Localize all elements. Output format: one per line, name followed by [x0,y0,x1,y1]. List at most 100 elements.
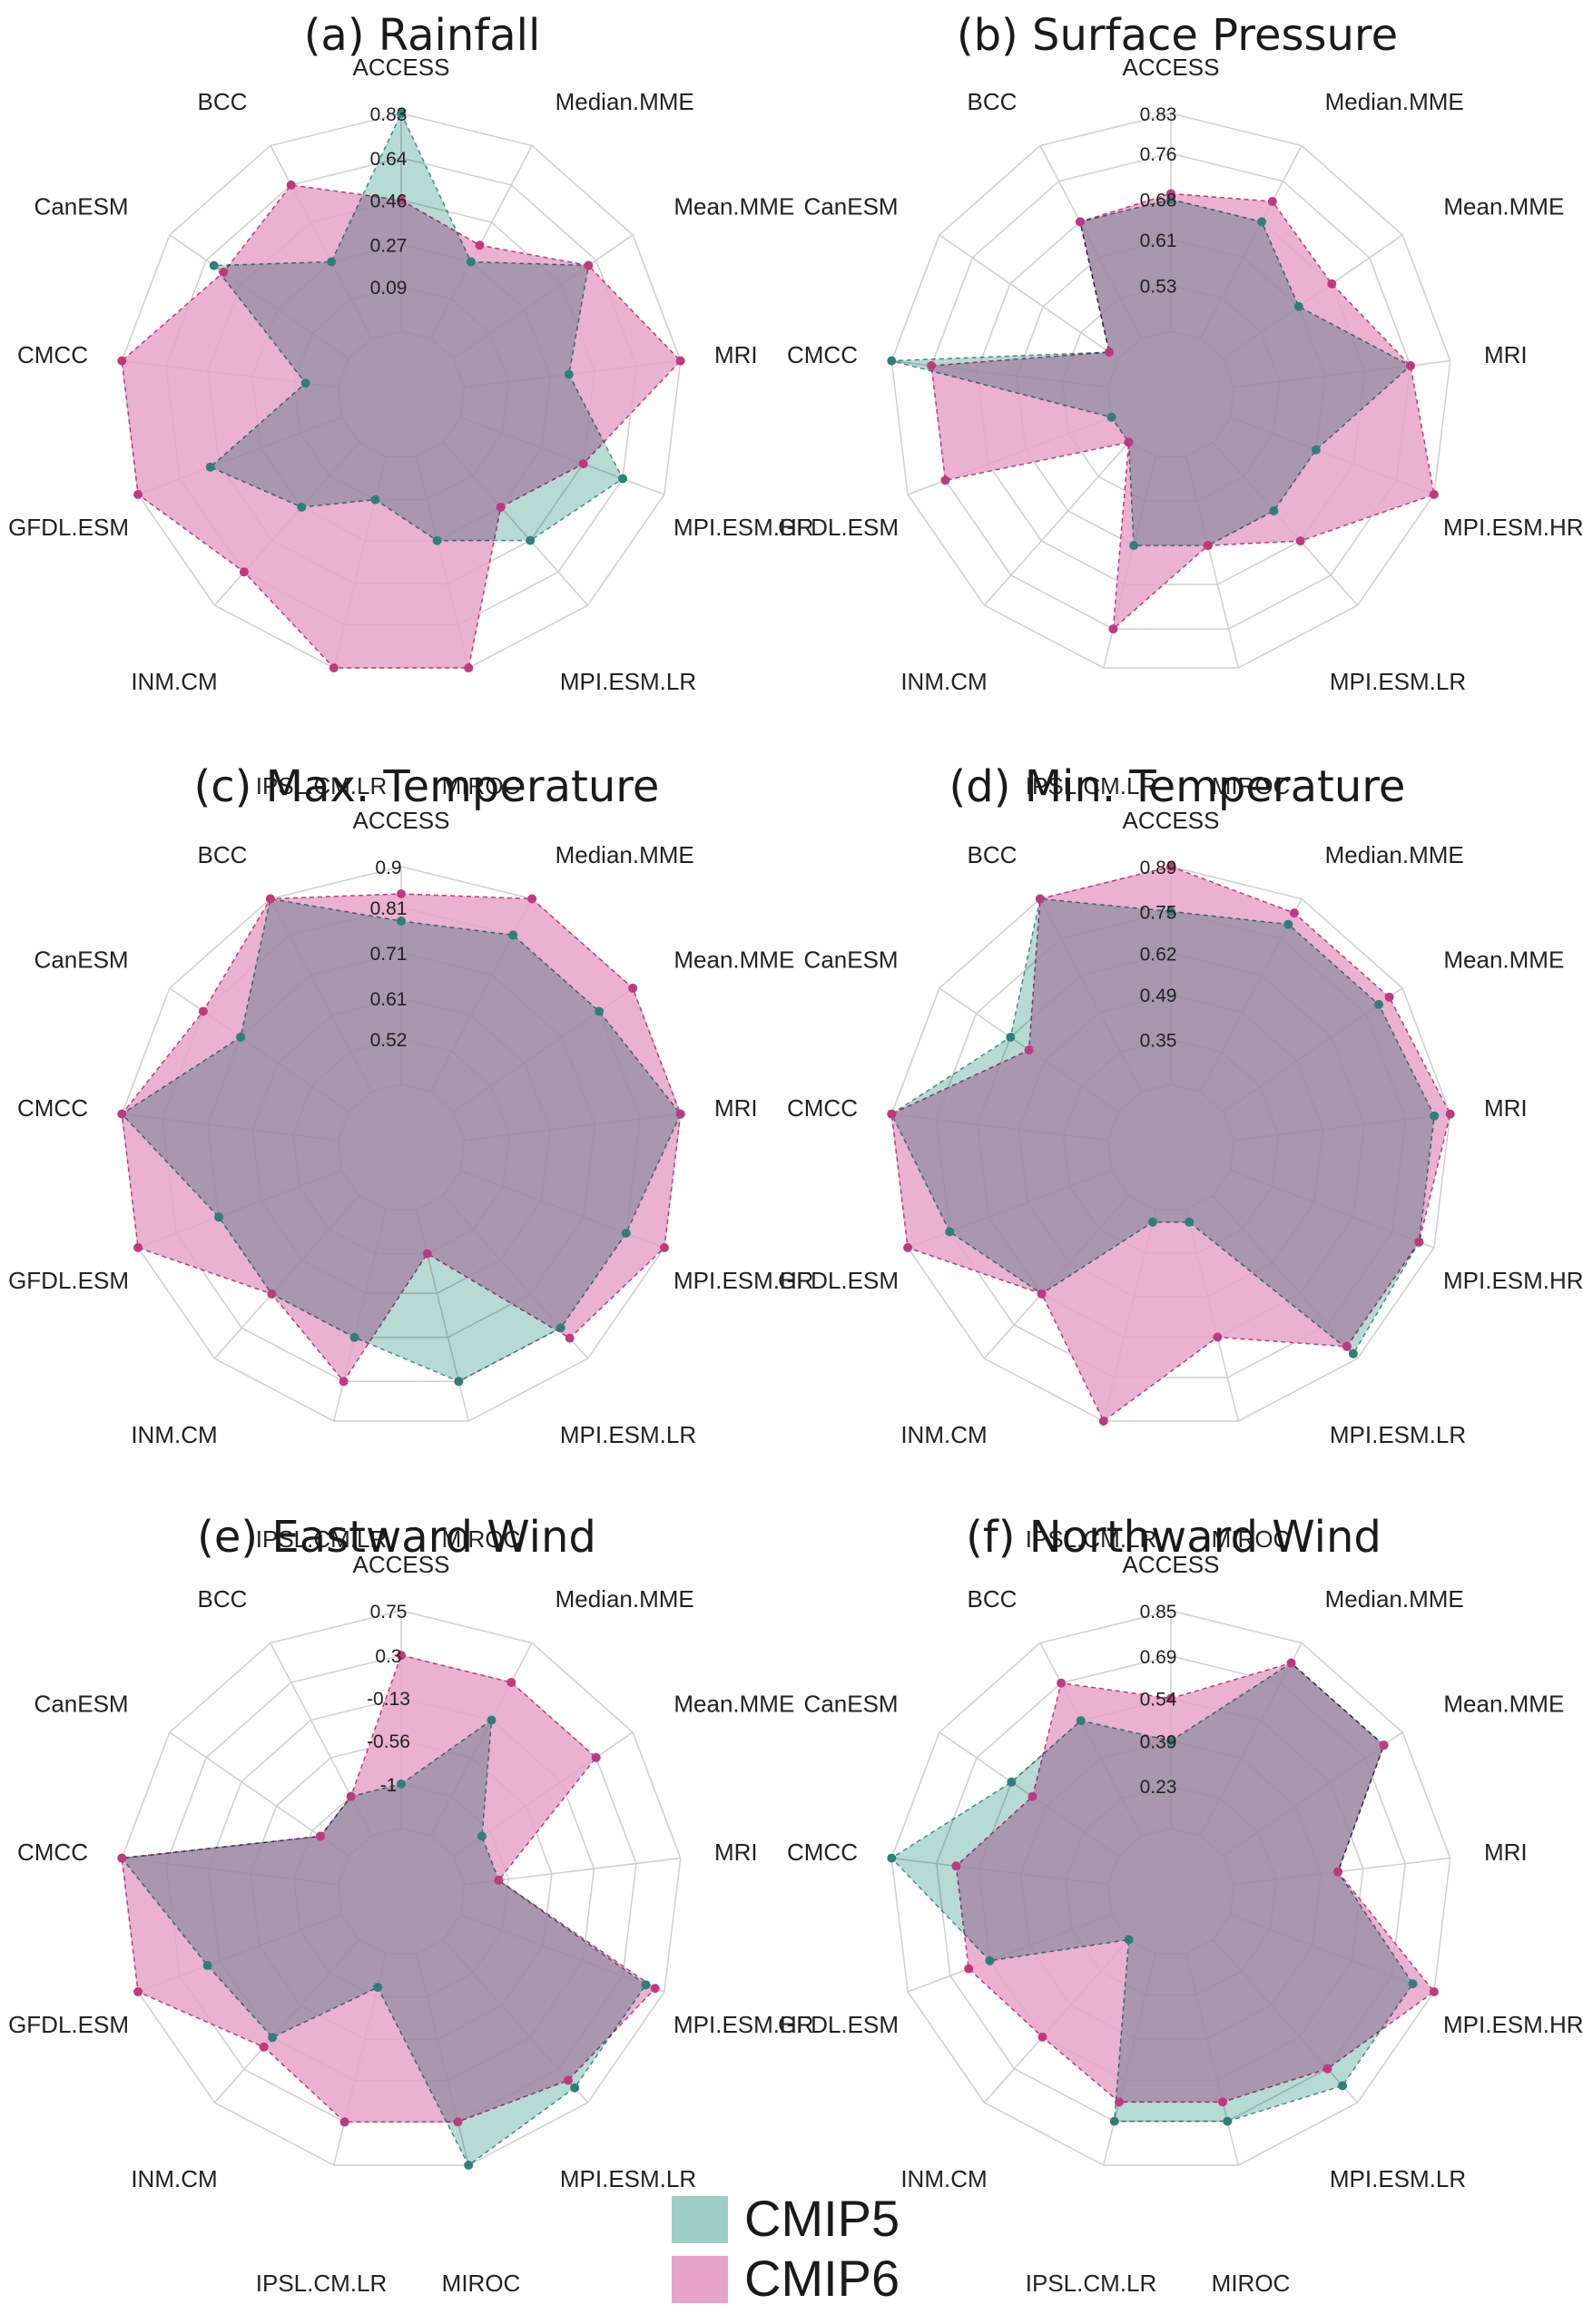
series-area-cmip5 [120,1718,647,2167]
point-cmip5-cmcc [887,1853,897,1863]
point-cmip6-inm-cm [1037,2032,1047,2042]
spoke-label-ipsl-cm-lr: IPSL.CM.LR [256,2270,388,2297]
point-cmip6-ipsl-cm-lr [339,2117,349,2127]
spoke-label-miroc: MIROC [1212,2270,1291,2297]
point-cmip6-mpi-esm-hr [578,459,588,469]
spoke-label-mpi-esm-lr: MPI.ESM.LR [1330,2165,1466,2192]
point-cmip6-bcc [1076,217,1085,227]
spoke-label-miroc: MIROC [442,1525,521,1553]
point-cmip6-canesm [198,1006,208,1016]
point-cmip6-miroc [1213,1332,1223,1342]
point-cmip6-gfdl-esm [133,1986,143,1996]
spoke-label-gfdl-esm: GFDL.ESM [8,514,129,541]
spoke-label-canesm: CanESM [34,1691,129,1718]
point-cmip6-median-mme [1289,908,1299,918]
spoke-label-gfdl-esm: GFDL.ESM [778,2011,899,2038]
point-cmip5-gfdl-esm [214,1212,223,1222]
panel-title: (c) Max. Temperature [194,761,660,812]
tick-label: 0.54 [1140,1690,1177,1711]
tick-label: 0.71 [370,944,408,965]
legend-swatch-cmip6 [672,2256,728,2303]
point-cmip6-mpi-esm-lr [1342,1341,1352,1351]
point-cmip5-bcc [1076,1716,1086,1726]
series-area-cmip5 [890,1662,1414,2123]
point-cmip6-median-mme [1267,197,1277,206]
point-cmip6-mri [675,356,685,366]
point-cmip6-mpi-esm-hr [1414,1237,1424,1247]
radar-panel-2: 0.53 0.61 0.68 0.76 0.83 ACCESS Median.MME Mean… [778,10,1583,799]
spoke-label-ipsl-cm-lr: IPSL.CM.LR [256,772,388,799]
point-cmip5-mpi-esm-lr [556,1323,565,1333]
point-cmip6-cmcc [887,1109,897,1119]
point-cmip6-access [1166,1693,1175,1703]
tick-label: -0.56 [367,1731,410,1752]
point-cmip6-mpi-esm-lr [563,2075,573,2085]
grid-ring [890,866,1451,1422]
point-cmip5-access [1166,1736,1175,1746]
point-cmip5-mpi-esm-lr [526,535,536,545]
panel-title: (e) Eastward Wind [197,1512,596,1563]
spoke-label-cmcc: CMCC [17,1839,88,1866]
point-cmip6-inm-cm [1037,1289,1047,1299]
spoke-label-ipsl-cm-lr: IPSL.CM.LR [1026,2270,1157,2297]
tick-label: 0.83 [1140,104,1177,125]
spoke-label-mpi-esm-hr: MPI.ESM.HR [1443,1267,1583,1294]
point-cmip5-mpi-esm-lr [1338,2081,1347,2091]
point-cmip6-gfdl-esm [133,1242,143,1252]
tick-label: 0.52 [370,1030,408,1051]
series-area-cmip5 [121,897,682,1383]
spoke-label-bcc: BCC [967,88,1017,115]
spoke-label-mpi-esm-hr: MPI.ESM.HR [1443,2011,1583,2038]
tick-label: 0.23 [1140,1777,1177,1798]
point-cmip5-inm-cm [1124,1935,1134,1945]
point-cmip6-median-mme [1286,1658,1296,1668]
spoke-label-mpi-esm-lr: MPI.ESM.LR [560,2165,696,2192]
spoke-label-cmcc: CMCC [787,1839,858,1866]
radar-panel-4: 0.35 0.49 0.62 0.75 0.89 ACCESS Median.MME Mean… [778,761,1583,1553]
point-cmip5-mpi-esm-hr [641,1980,651,1990]
point-cmip6-canesm [1027,1791,1037,1801]
point-cmip6-bcc [1057,1678,1067,1688]
spoke-label-mpi-esm-lr: MPI.ESM.LR [1330,1421,1466,1448]
tick-label: 0.81 [370,898,408,919]
point-cmip6-ipsl-cm-lr [339,1377,349,1387]
spoke-label-gfdl-esm: GFDL.ESM [778,514,899,541]
radar-panel-5: -1 -0.56 -0.13 0.3 0.75 ACCESS Median.MME Mean.… [8,1512,814,2297]
point-cmip5-ipsl-cm-lr [349,1332,359,1342]
spoke-label-median-mme: Median.MME [556,1585,694,1613]
spoke-label-miroc: MIROC [442,2270,521,2297]
point-cmip5-access [397,917,406,926]
series-area-cmip5 [209,112,624,542]
point-cmip5-miroc [454,1377,464,1387]
spoke-label-inm-cm: INM.CM [131,2165,217,2192]
point-cmip6-mri [1445,1109,1455,1119]
tick-label: 0.49 [1140,985,1177,1006]
spoke-label-inm-cm: INM.CM [900,1421,987,1448]
point-cmip5-mean-mme [1293,301,1303,311]
tick-label: 0.89 [1140,858,1177,878]
radar-panel-3: 0.52 0.61 0.71 0.81 0.9 ACCESS Median.MME Mean.… [8,761,814,1553]
point-cmip6-mpi-esm-lr [496,502,506,512]
grid-ring [930,152,1411,630]
tick-label: 0.46 [370,191,408,211]
point-cmip6-gfdl-esm [940,476,950,485]
spoke-label-mpi-esm-hr: MPI.ESM.HR [674,514,814,541]
point-cmip6-canesm [1024,1045,1034,1055]
point-cmip5-ipsl-cm-lr [373,1983,383,1992]
spoke-label-mean-mme: Mean.MME [1443,1691,1564,1718]
point-cmip5-mean-mme [595,1006,605,1016]
panel-title: (d) Min. Temperature [949,761,1406,812]
tick-label: 0.69 [1140,1647,1177,1668]
spoke-label-mri: MRI [1484,341,1528,368]
point-cmip6-mpi-esm-lr [1295,536,1305,546]
spoke-label-median-mme: Median.MME [556,841,694,868]
point-cmip6-mri [1333,1867,1342,1877]
point-cmip5-mpi-esm-lr [1348,1348,1358,1358]
spoke-label-mean-mme: Mean.MME [674,1691,794,1718]
point-cmip5-mpi-esm-lr [570,2083,580,2093]
spoke-label-cmcc: CMCC [787,1094,858,1122]
point-cmip6-miroc [1218,2097,1227,2107]
spoke-label-access: ACCESS [353,807,450,834]
spoke-label-miroc: MIROC [1212,772,1291,799]
tick-label: 0.27 [370,236,408,257]
